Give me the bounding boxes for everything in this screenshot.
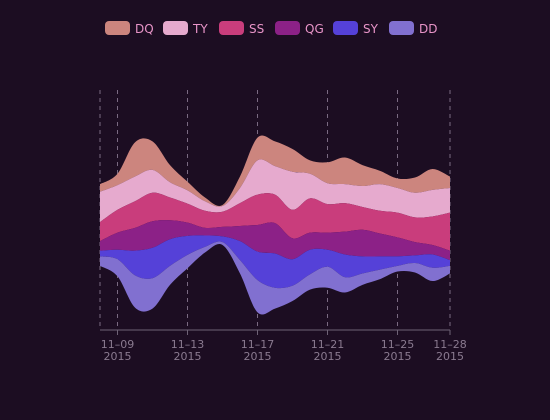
- x-tick-year: 2015: [174, 350, 202, 363]
- x-tick-label: 11–28: [433, 338, 467, 351]
- stream-layer-sy[interactable]: [100, 235, 450, 289]
- x-tick-label: 11–17: [241, 338, 275, 351]
- stream-layer-ss[interactable]: [100, 192, 450, 251]
- x-tick-label: 11–21: [311, 338, 345, 351]
- stream-layer-qg[interactable]: [100, 220, 450, 261]
- legend-item-dq[interactable]: DQ: [105, 21, 154, 36]
- stream-layer-dd[interactable]: [100, 241, 450, 315]
- legend-label: DD: [419, 22, 437, 36]
- legend-swatch: [275, 21, 300, 35]
- legend-item-ss[interactable]: SS: [219, 21, 264, 36]
- legend-item-ty[interactable]: TY: [163, 21, 208, 36]
- legend-swatch: [163, 21, 188, 35]
- legend: DQ TY SS QG SY DD: [105, 21, 437, 36]
- x-tick-year: 2015: [436, 350, 464, 363]
- legend-item-dd[interactable]: DD: [389, 21, 437, 36]
- x-axis-ticks: 11–09201511–13201511–17201511–21201511–2…: [101, 330, 467, 363]
- stream-layers: [100, 135, 450, 315]
- x-tick-year: 2015: [314, 350, 342, 363]
- stream-layer-ty[interactable]: [100, 159, 450, 223]
- legend-swatch: [105, 21, 130, 35]
- legend-swatch: [389, 21, 414, 35]
- x-tick-year: 2015: [244, 350, 272, 363]
- x-tick-label: 11–25: [381, 338, 415, 351]
- legend-swatch: [333, 21, 358, 35]
- legend-label: DQ: [135, 22, 154, 36]
- legend-item-qg[interactable]: QG: [275, 21, 324, 36]
- x-tick-label: 11–13: [171, 338, 205, 351]
- x-tick-year: 2015: [384, 350, 412, 363]
- legend-swatch: [219, 21, 244, 35]
- legend-label: QG: [305, 22, 324, 36]
- legend-item-sy[interactable]: SY: [333, 21, 379, 36]
- legend-label: SY: [363, 22, 379, 36]
- x-tick-year: 2015: [104, 350, 132, 363]
- legend-label: SS: [249, 22, 264, 36]
- stream-layer-dq[interactable]: [100, 135, 450, 207]
- legend-label: TY: [192, 22, 208, 36]
- x-tick-label: 11–09: [101, 338, 135, 351]
